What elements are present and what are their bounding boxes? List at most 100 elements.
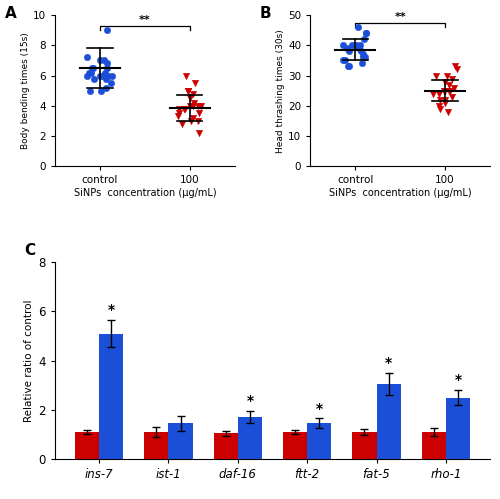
Text: C: C	[24, 243, 36, 257]
Point	[97, 87, 105, 95]
Point	[359, 50, 367, 58]
X-axis label: SiNPs  concentration (μg/mL): SiNPs concentration (μg/mL)	[329, 188, 472, 198]
Point	[108, 71, 116, 79]
Point	[189, 114, 197, 122]
Text: *: *	[246, 394, 254, 408]
Point	[440, 87, 448, 95]
Point	[356, 41, 364, 49]
Point	[85, 68, 93, 76]
Bar	[307, 423, 332, 459]
Point	[338, 41, 346, 49]
Point	[107, 79, 115, 87]
Point	[348, 41, 356, 49]
X-axis label: SiNPs  concentration (μg/mL): SiNPs concentration (μg/mL)	[74, 188, 216, 198]
Point	[360, 35, 368, 43]
Point	[434, 102, 442, 110]
Point	[445, 87, 453, 95]
Text: A: A	[4, 6, 16, 21]
Point	[435, 90, 443, 98]
Text: *: *	[385, 356, 392, 370]
Point	[432, 71, 440, 79]
Bar	[75, 432, 99, 459]
Point	[190, 99, 198, 107]
Point	[196, 129, 203, 137]
Point	[338, 56, 346, 64]
Point	[189, 90, 197, 98]
Point	[188, 102, 196, 110]
Point	[86, 87, 94, 95]
Point	[448, 93, 456, 101]
Point	[450, 62, 458, 70]
Point	[175, 105, 183, 113]
Bar	[376, 384, 401, 459]
Point	[453, 65, 461, 73]
Point	[197, 102, 205, 110]
Point	[194, 117, 202, 125]
Point	[102, 74, 110, 82]
Point	[358, 59, 366, 67]
Point	[344, 62, 352, 70]
Y-axis label: Body bending times (15s): Body bending times (15s)	[21, 32, 30, 149]
Point	[362, 29, 370, 37]
Point	[99, 71, 107, 79]
Bar	[168, 423, 192, 459]
Point	[450, 84, 458, 92]
Point	[181, 105, 189, 113]
Y-axis label: Relative ratio of control: Relative ratio of control	[24, 299, 34, 422]
Point	[187, 117, 195, 125]
Bar	[214, 433, 238, 459]
Point	[88, 64, 96, 72]
Point	[184, 87, 192, 95]
Bar	[238, 417, 262, 459]
Bar	[144, 432, 169, 459]
Point	[176, 109, 184, 117]
Point	[174, 112, 182, 120]
Text: **: **	[139, 15, 151, 25]
Point	[442, 71, 450, 79]
Point	[345, 47, 353, 55]
Point	[190, 79, 198, 87]
Y-axis label: Head thrashing times (30s): Head thrashing times (30s)	[276, 29, 285, 153]
Point	[441, 78, 449, 86]
Point	[436, 96, 444, 104]
Text: **: **	[394, 11, 406, 21]
Bar	[446, 398, 470, 459]
Point	[83, 53, 91, 61]
Point	[358, 53, 366, 61]
Point	[343, 44, 351, 52]
Point	[354, 23, 362, 31]
Point	[178, 120, 186, 128]
Point	[442, 99, 450, 107]
Point	[101, 68, 109, 76]
Text: *: *	[108, 303, 115, 317]
Bar	[422, 432, 446, 459]
Text: *: *	[454, 373, 462, 387]
Point	[360, 53, 368, 61]
Point	[444, 81, 452, 89]
Point	[104, 71, 112, 79]
Point	[362, 29, 370, 37]
Point	[356, 44, 364, 52]
Point	[194, 109, 202, 117]
Point	[102, 59, 110, 67]
Text: *: *	[316, 402, 323, 416]
Point	[88, 64, 96, 72]
Point	[444, 108, 452, 116]
Point	[352, 41, 360, 49]
Point	[186, 102, 194, 110]
Bar	[283, 432, 307, 459]
Point	[446, 87, 454, 95]
Point	[436, 105, 444, 113]
Point	[441, 87, 449, 95]
Bar	[99, 333, 124, 459]
Point	[344, 62, 352, 70]
Point	[341, 56, 349, 64]
Point	[102, 84, 110, 92]
Point	[182, 71, 190, 79]
Point	[96, 56, 104, 64]
Point	[194, 102, 202, 110]
Point	[96, 71, 104, 79]
Point	[103, 64, 111, 72]
Point	[430, 90, 438, 98]
Point	[90, 74, 98, 82]
